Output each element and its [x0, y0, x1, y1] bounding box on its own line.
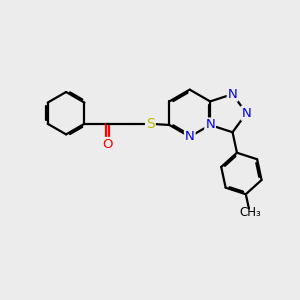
Text: CH₃: CH₃ [239, 206, 261, 219]
Text: O: O [102, 138, 113, 151]
Text: N: N [205, 118, 215, 131]
Text: S: S [146, 117, 155, 131]
Text: N: N [242, 107, 251, 120]
Text: N: N [185, 130, 195, 143]
Text: N: N [228, 88, 237, 100]
